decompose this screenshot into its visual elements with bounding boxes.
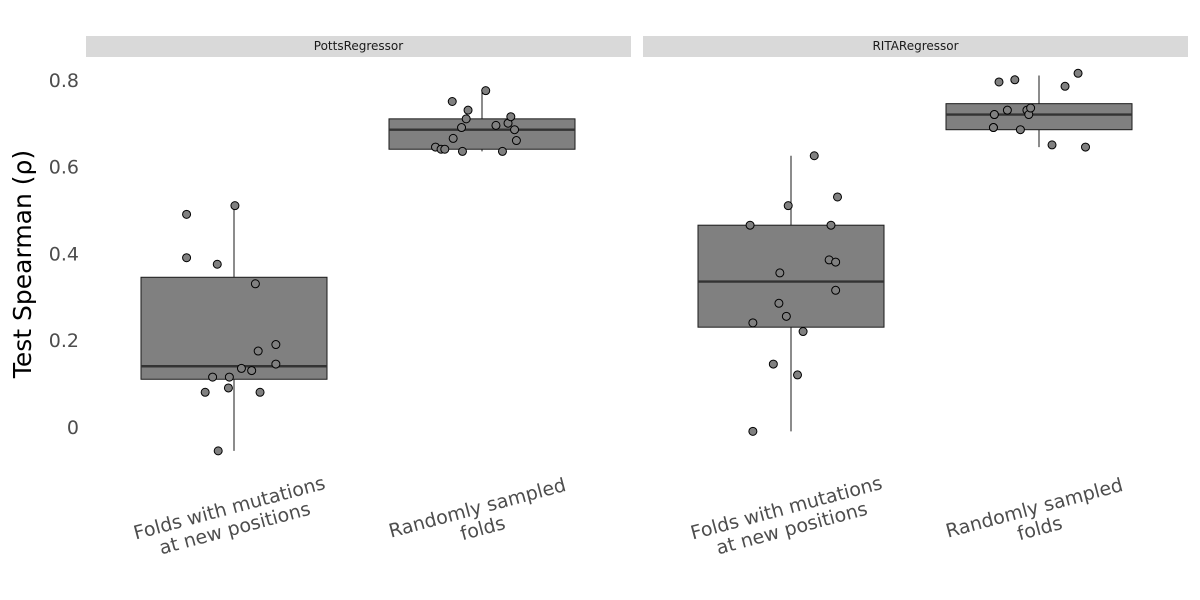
box-group [945, 68, 1133, 152]
facet-strip-label: RITARegressor [872, 39, 958, 53]
data-point [506, 112, 516, 122]
data-point [831, 257, 841, 267]
data-point [182, 253, 192, 263]
data-point [745, 220, 755, 230]
data-point [1010, 75, 1020, 85]
data-point [447, 97, 457, 106]
data-point [798, 327, 808, 337]
facet-strip-label: PottsRegressor [314, 39, 404, 53]
data-point [271, 359, 281, 369]
data-point [497, 146, 507, 156]
data-point [826, 220, 836, 230]
data-point [481, 86, 491, 96]
facet-panels: PottsRegressor Folds with mutationsat new… [86, 36, 1188, 565]
data-point [768, 359, 778, 369]
y-tick-label: 0 [67, 417, 79, 439]
data-point [783, 201, 793, 211]
data-point [793, 370, 803, 380]
data-point [448, 133, 458, 143]
data-point [223, 383, 233, 393]
data-point [253, 346, 263, 356]
y-axis-label: Test Spearman (ρ) [8, 150, 37, 379]
x-tick-label: Randomly sampledfolds [386, 474, 573, 563]
data-point [510, 125, 520, 135]
y-tick-label: 0.4 [49, 243, 79, 265]
box [945, 103, 1133, 131]
data-point [989, 110, 999, 120]
data-point [511, 136, 521, 146]
data-point [247, 366, 257, 376]
data-point [748, 318, 758, 328]
facet-strip [643, 36, 1188, 57]
data-point [781, 311, 791, 321]
box [140, 276, 328, 380]
y-axis-ticks: 0.8 0.6 0.4 0.2 0 [49, 70, 79, 439]
data-point [774, 298, 784, 308]
data-point [457, 123, 467, 133]
x-tick-label: Randomly sampledfolds [943, 474, 1130, 563]
data-point [775, 268, 785, 278]
box-group [697, 151, 885, 436]
data-point [1073, 68, 1083, 78]
box-group [388, 86, 576, 156]
data-point [182, 209, 192, 219]
data-point [457, 146, 467, 156]
data-point [212, 259, 222, 269]
data-point [236, 363, 246, 373]
data-point [208, 372, 218, 382]
facet-panel-2: RITARegressor Folds with mutationsat new … [643, 36, 1188, 565]
data-point [748, 426, 758, 436]
data-point [1026, 103, 1036, 113]
data-point [994, 77, 1004, 87]
data-point [230, 201, 240, 211]
data-point [1081, 142, 1090, 152]
data-point [1047, 140, 1057, 150]
data-point [224, 372, 234, 382]
y-tick-label: 0.2 [49, 330, 79, 352]
box-group [140, 201, 328, 456]
box [388, 118, 576, 150]
y-tick-label: 0.8 [49, 70, 79, 92]
data-point [461, 114, 471, 124]
facet-panel-1: PottsRegressor Folds with mutationsat new… [86, 36, 631, 565]
data-point [831, 285, 841, 295]
y-tick-label: 0.6 [49, 157, 79, 179]
data-point [463, 105, 473, 115]
data-point [833, 192, 842, 202]
data-point [271, 340, 281, 350]
data-point [988, 123, 998, 133]
data-point [1060, 81, 1070, 91]
data-point [200, 387, 210, 397]
data-point [1015, 125, 1025, 135]
box [697, 224, 885, 328]
data-point [1002, 105, 1012, 115]
data-point [809, 151, 819, 161]
x-tick-label: Folds with mutationsat new positions [131, 472, 333, 565]
data-point [491, 120, 501, 130]
data-point [250, 279, 260, 289]
x-tick-label: Folds with mutationsat new positions [688, 472, 890, 565]
data-point [440, 144, 450, 154]
data-point [255, 387, 265, 397]
data-point [213, 446, 223, 456]
facet-strip [86, 36, 631, 57]
